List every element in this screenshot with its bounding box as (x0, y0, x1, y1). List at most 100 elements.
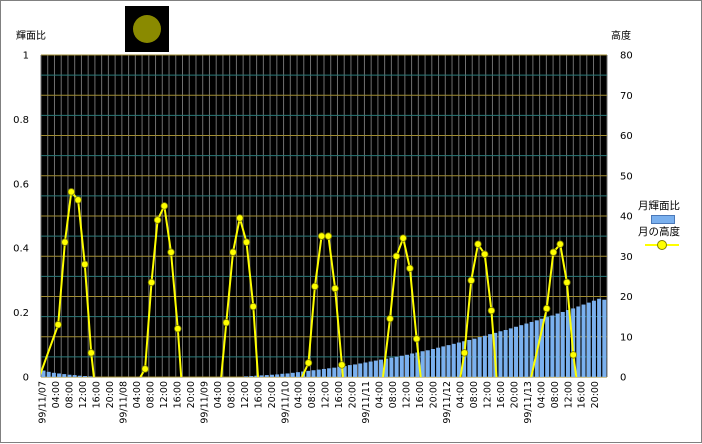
altitude-point (412, 335, 421, 343)
bar (591, 300, 596, 377)
bar (373, 360, 378, 377)
bar (404, 354, 409, 377)
bar (498, 331, 503, 377)
bar (399, 355, 404, 377)
bar (451, 343, 456, 377)
altitude-point (222, 318, 230, 327)
bar (244, 376, 249, 377)
left-axis-ticks: 0 0.2 0.4 0.6 0.8 1 (13, 51, 29, 384)
bar (51, 372, 56, 377)
legend-label-bar: 月輝面比 (638, 200, 680, 212)
x-tick-label: 99/11/13 (523, 381, 534, 424)
altitude-point (338, 361, 346, 369)
left-tick-label: 0.6 (13, 179, 29, 190)
bar (46, 371, 51, 377)
altitude-line-segment (41, 189, 95, 377)
bar (363, 362, 368, 377)
bar (57, 373, 62, 377)
bar (389, 357, 394, 377)
bar (472, 338, 477, 377)
altitude-point (236, 214, 244, 222)
x-tick-label: 99/11/12 (442, 381, 453, 424)
legend-line-symbol (638, 239, 702, 251)
bar (83, 376, 88, 377)
left-tick-label: 0.2 (13, 308, 29, 319)
x-tick-label: 12:00 (159, 381, 170, 408)
bar (332, 367, 337, 377)
bar (488, 334, 493, 377)
bar (67, 374, 72, 377)
left-tick-label: 0.4 (13, 244, 29, 255)
moon-icon-box (125, 6, 169, 52)
bar (430, 348, 435, 377)
x-tick-label: 12:00 (321, 381, 332, 408)
x-tick-label: 99/11/11 (361, 381, 372, 424)
bar (524, 323, 529, 377)
altitude-point (229, 248, 237, 256)
x-tick-label: 08:00 (65, 381, 76, 408)
bar (446, 345, 451, 377)
x-tick-label: 12:00 (563, 381, 574, 408)
right-tick-label: 70 (620, 91, 633, 102)
bar (77, 375, 82, 377)
bar (586, 302, 591, 377)
altitude-point (311, 282, 319, 291)
altitude-point (386, 314, 394, 323)
bar (545, 317, 550, 377)
bar (290, 372, 295, 377)
bar (420, 351, 425, 377)
altitude-point (74, 196, 82, 204)
right-tick-label: 50 (620, 171, 633, 182)
right-tick-label: 20 (620, 292, 633, 303)
horizontal-grid (41, 54, 607, 378)
bar (565, 310, 570, 377)
x-tick-label: 12:00 (482, 381, 493, 408)
x-tick-label: 20:00 (428, 381, 439, 408)
left-tick-label: 0.8 (13, 115, 29, 126)
x-tick-label: 12:00 (78, 381, 89, 408)
x-tick-label: 16:00 (496, 381, 507, 408)
bar (441, 346, 446, 377)
x-tick-label: 04:00 (294, 381, 305, 408)
left-tick-label: 1 (23, 51, 29, 62)
bar (394, 356, 399, 377)
x-tick-label: 16:00 (415, 381, 426, 408)
altitude-point (406, 264, 414, 273)
legend-bar-symbol (638, 213, 702, 225)
bar (321, 368, 326, 377)
bar (269, 374, 274, 377)
bar (477, 337, 482, 377)
altitude-point (242, 238, 251, 246)
x-tick-label: 08:00 (145, 381, 156, 408)
bar (482, 335, 487, 377)
altitude-point (67, 188, 76, 196)
x-tick-label: 08:00 (388, 381, 399, 408)
legend-label-line: 月の高度 (638, 226, 680, 238)
bar (415, 352, 420, 377)
x-tick-label: 04:00 (375, 381, 386, 408)
bar (88, 376, 93, 377)
x-tick-label: 99/11/08 (119, 381, 130, 424)
bar (581, 304, 586, 377)
bar (576, 306, 581, 377)
altitude-point (54, 320, 62, 329)
right-tick-label: 80 (620, 51, 633, 62)
bar (508, 328, 513, 377)
bar (62, 374, 67, 377)
altitude-point (487, 306, 496, 315)
x-tick-label: 08:00 (226, 381, 237, 408)
x-tick-label: 16:00 (92, 381, 103, 408)
x-tick-label: 99/11/10 (280, 381, 291, 424)
bar (72, 375, 77, 377)
altitude-point (87, 349, 95, 357)
bar (410, 353, 415, 377)
altitude-point (141, 365, 149, 373)
altitude-point (174, 325, 182, 333)
altitude-point (324, 232, 333, 240)
x-tick-label: 16:00 (253, 381, 264, 408)
bar (41, 370, 46, 377)
altitude-point (147, 278, 156, 287)
altitude-point (549, 248, 558, 256)
x-tick-label: 12:00 (402, 381, 413, 408)
